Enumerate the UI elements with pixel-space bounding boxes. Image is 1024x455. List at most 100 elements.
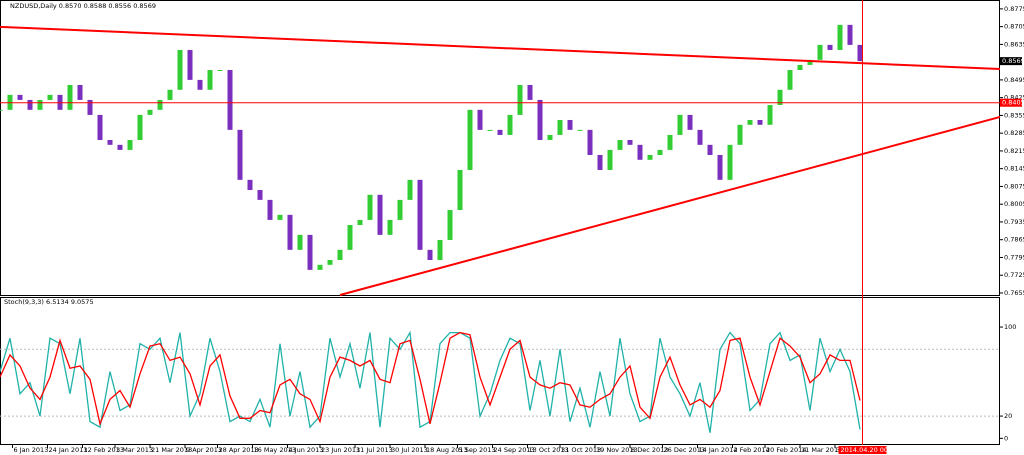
price-bar [287,214,293,250]
price-bar [797,64,803,71]
price-bar [637,144,643,160]
price-bar [197,79,203,90]
price-bar [107,140,113,145]
hline-label-box [1000,98,1022,107]
x-tick-label: 13 Oct 2013 [529,446,569,454]
price-bar [517,84,523,115]
x-tick-label: 19 Nov 2013 [596,446,638,454]
y-tick-label: 0.8075 [1004,182,1024,190]
y-tick-label: 0.7725 [1004,271,1024,279]
price-bar [857,44,863,62]
trendline [339,115,1001,296]
price-bar [327,259,333,265]
price-bar [297,234,303,250]
y-tick-label: 0.8355 [1004,111,1024,119]
indicator-title: Stoch(9,3,3) 6.5134 9.0575 [4,298,94,306]
price-bar [767,105,773,125]
x-tick-label: 4 Jun 2013 [289,446,324,454]
price-bar [817,44,823,60]
price-bar [437,239,443,260]
x-tick-label: 26 Dec 2013 [664,446,706,454]
x-tick-label: 20 Feb 2014 [766,446,806,454]
price-bar [787,70,793,90]
price-bar [267,199,273,220]
price-bar [0,109,3,111]
price-bar [137,114,143,141]
x-tick-label: 28 Apr 2013 [219,446,259,454]
price-bar [557,119,563,135]
price-bar [567,119,573,130]
price-label-box [1000,57,1022,66]
trendline [0,25,1001,70]
x-tick-label: 31 Oct 2013 [561,446,601,454]
price-bar [727,144,733,180]
price-bar [167,89,173,100]
y-tick-label: 0.8495 [1004,76,1024,84]
price-bar [777,89,783,106]
price-bar [657,149,663,155]
price-bar [277,214,283,220]
price-bar [497,129,503,135]
price-bar [37,99,43,110]
price-bar [667,134,673,150]
price-bar [627,140,633,145]
price-bar [587,129,593,155]
x-tick-label: 8 Dec 2013 [631,446,668,454]
price-bar [127,140,133,150]
price-bar [427,249,433,260]
price-bar [77,84,83,100]
price-bar [487,129,493,131]
x-tick-label: 16 May 2013 [254,446,296,454]
x-tick-label: 9 Apr 2013 [186,446,222,454]
x-tick-label: 30 Jul 2013 [391,446,428,454]
price-bar [187,49,193,80]
price-bar [617,140,623,150]
price-bar [247,179,253,190]
x-tick-label: 21 Mar 2013 [151,446,192,454]
price-bar [397,199,403,220]
price-bar [417,179,423,250]
price-bar [407,179,413,200]
price-bar [847,24,853,45]
y-tick-label: 0.7655 [1004,289,1024,297]
price-bar [147,109,153,115]
main-frame [0,0,1000,296]
price-bar [217,70,223,72]
price-bar [697,129,703,145]
price-bar [537,99,543,141]
price-bar [177,49,183,90]
price-bar [837,24,843,50]
price-bar [447,210,453,240]
price-bar [387,219,393,235]
y-tick-label: 0.7865 [1004,236,1024,244]
chart-title: NZDUSD,Daily 0.8570 0.8588 0.8556 0.8569 [10,2,156,10]
cursor-label: 2014.04.20 00:00 [841,446,899,454]
x-tick-label: 14 Jan 2014 [699,446,738,454]
y-tick-label: 0 [1004,434,1008,442]
price-bar [687,114,693,130]
price-bar [357,219,363,225]
price-bar [317,264,323,270]
x-tick-label: 12 Feb 2013 [84,446,124,454]
price-bar [377,194,383,235]
hline-label: 0.8405 [1002,99,1024,107]
price-bar [227,70,233,130]
price-bar [597,154,603,170]
price-bar [717,154,723,180]
x-tick-label: 5 Sep 2013 [459,446,496,454]
y-tick-label: 0.8285 [1004,129,1024,137]
price-bar [347,224,353,250]
price-bar [307,234,313,270]
price-bar [47,94,53,100]
price-bar [547,134,553,141]
cursor-label-box [838,446,887,454]
price-bar [457,169,463,211]
y-tick-label: 20 [1004,412,1012,420]
x-tick-label: 11 Mar 2014 [801,446,842,454]
price-bar [467,109,473,170]
y-tick-label: 0.7935 [1004,218,1024,226]
x-tick-label: 23 Jun 2013 [321,446,360,454]
price-bar [707,144,713,155]
price-bar [647,154,653,160]
